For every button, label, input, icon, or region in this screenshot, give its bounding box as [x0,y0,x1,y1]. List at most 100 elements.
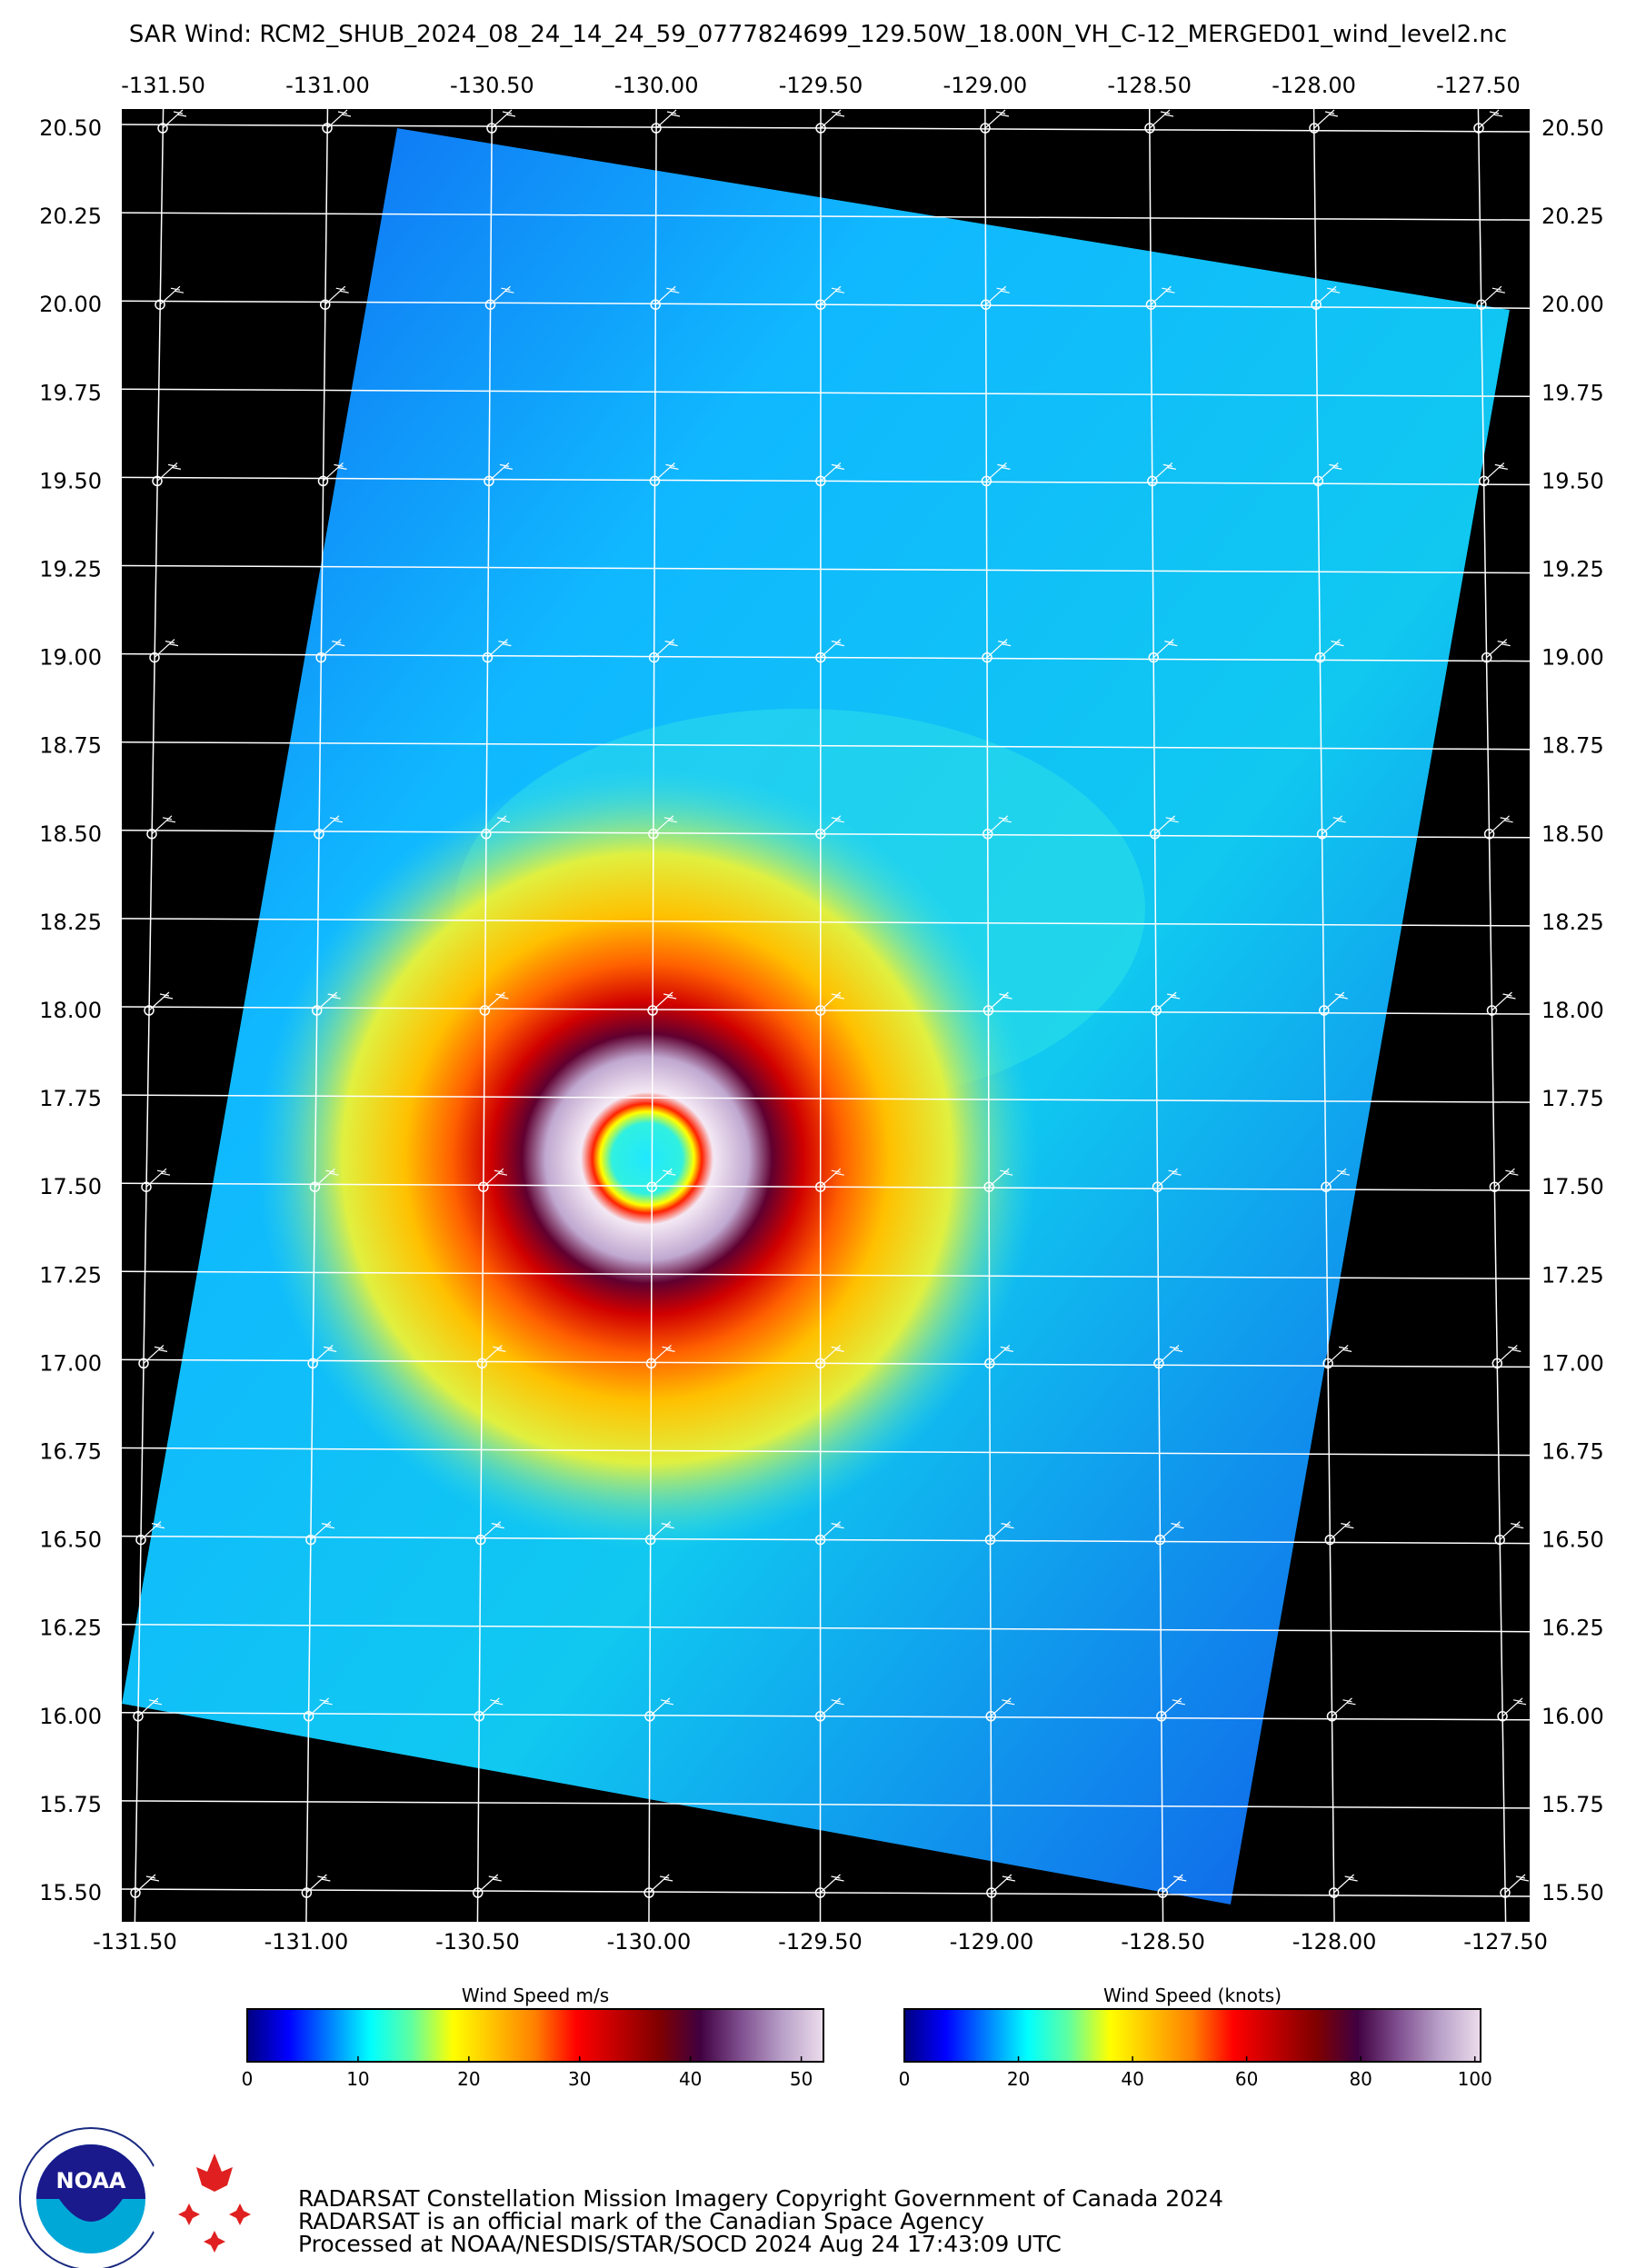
wind-barb [650,1521,674,1541]
x-tick-label-bottom: -130.00 [607,1929,692,1955]
wind-barb-station [155,299,165,310]
wind-barb-station [814,1181,826,1192]
wind-barb [820,285,845,305]
wind-barb [820,639,844,659]
wind-barb-station [1328,1887,1340,1898]
x-tick-label-top: -131.00 [285,73,370,98]
wind-barb [990,1697,1015,1717]
wind-barb [162,109,187,129]
y-tick-label-right: 17.00 [1541,1350,1604,1376]
wind-barb [1157,1168,1182,1188]
wind-barb-station [814,1711,826,1722]
wind-barb [1325,1168,1351,1188]
y-tick-label-right: 15.75 [1541,1792,1604,1817]
wind-barb-station [322,123,333,134]
wind-barb-station [486,123,497,134]
wind-barb [305,1874,331,1894]
wind-barb-station [478,1181,489,1192]
latitude-gridline [121,1800,1531,1809]
wind-barb-station [1157,1887,1168,1898]
wind-barb [1320,639,1344,659]
wind-barb-station [983,829,993,840]
wind-barb [491,109,516,129]
wind-barb [145,1168,171,1188]
wind-barb [1478,109,1503,129]
y-tick-label-left: 17.75 [39,1086,102,1111]
wind-barb-station [311,1005,323,1016]
y-tick-label-left: 16.00 [39,1704,102,1729]
y-tick-label-left: 18.25 [39,910,102,935]
y-tick-label-left: 17.25 [39,1262,102,1288]
colorbar-tick-label: 40 [1121,2068,1143,2090]
wind-barb-station [815,123,826,134]
wind-barb-station [983,1005,994,1016]
wind-barb-station [647,1005,658,1016]
wind-barb-station [146,829,157,840]
wind-barb-station [646,1181,658,1192]
latitude-gridline [121,1888,1531,1897]
x-tick-label-top: -128.00 [1272,73,1356,98]
wind-barb [990,1521,1014,1541]
wind-barb-station [1309,123,1320,134]
wind-barb [478,1697,504,1717]
wind-swath [122,128,1510,1905]
wind-barb-station [307,1358,318,1369]
x-tick-label-top: -130.50 [450,73,534,98]
wind-barb [310,1521,335,1541]
wind-barb-station [1481,652,1492,663]
x-tick-label-top: -131.50 [121,73,205,98]
wind-barb-station [649,475,661,487]
wind-barb-station [1489,1181,1501,1192]
wind-barb [985,462,1011,482]
wind-barb [991,1874,1015,1894]
wind-barb-station [980,123,991,134]
wind-barb-station [643,1887,654,1898]
x-tick-label-bottom: -130.50 [435,1929,520,1955]
y-tick-label-right: 18.50 [1541,821,1604,847]
wind-barb [655,109,681,129]
wind-barb [1327,1344,1352,1364]
y-tick-label-right: 16.00 [1541,1704,1604,1729]
wind-barb [1158,1344,1183,1364]
y-tick-label-right: 19.00 [1541,645,1604,671]
wind-barb [652,991,677,1011]
y-tick-label-right: 18.25 [1541,910,1604,935]
footer-processed: Processed at NOAA/NESDIS/STAR/SOCD 2024 … [298,2231,1062,2257]
x-tick-label-top: -127.50 [1436,73,1521,98]
wind-barb-station [157,123,168,134]
wind-barb-station [1324,1534,1336,1546]
latitude-gridline [121,1182,1531,1191]
colorbar [903,2008,1481,2063]
wind-barb-station [317,475,329,487]
wind-barb [1159,1521,1184,1541]
wind-barb [1323,991,1348,1011]
wind-barb-station [1311,299,1322,310]
wind-barb [1162,1874,1187,1894]
wind-barb [1329,1521,1354,1541]
wind-barb [820,815,844,835]
y-tick-label-right: 16.25 [1541,1616,1604,1641]
wind-barb [820,1874,844,1894]
wind-barb [1481,285,1506,305]
x-tick-label-bottom: -129.50 [778,1929,863,1955]
wind-barb [314,1168,339,1188]
colorbar-tick-label: 0 [899,2068,911,2090]
latitude-gridline [121,918,1531,927]
wind-barb [987,815,1012,835]
wind-barb [1504,1874,1530,1894]
wind-barb [648,1874,673,1894]
colorbar-tick-label: 80 [1349,2068,1372,2090]
wind-barb-station [815,1005,826,1016]
wind-barb [820,1697,844,1717]
wind-barb [326,109,352,129]
latitude-gridline [121,1623,1531,1633]
y-tick-label-left: 15.75 [39,1792,102,1817]
wind-barb [1333,1874,1358,1894]
csa-logo [145,2130,284,2268]
wind-barb-station [1152,1181,1163,1192]
y-tick-label-right: 19.25 [1541,557,1604,582]
wind-barb-station [475,1534,486,1546]
wind-barb-station [484,475,494,487]
y-tick-label-left: 17.50 [39,1174,102,1199]
wind-barb-station [314,829,324,840]
